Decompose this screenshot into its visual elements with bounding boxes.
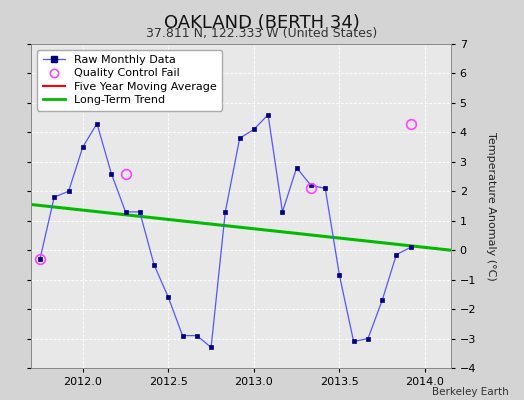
Text: Berkeley Earth: Berkeley Earth: [432, 387, 508, 397]
Y-axis label: Temperature Anomaly (°C): Temperature Anomaly (°C): [486, 132, 496, 280]
Text: OAKLAND (BERTH 34): OAKLAND (BERTH 34): [164, 14, 360, 32]
Text: 37.811 N, 122.333 W (United States): 37.811 N, 122.333 W (United States): [146, 27, 378, 40]
Legend: Raw Monthly Data, Quality Control Fail, Five Year Moving Average, Long-Term Tren: Raw Monthly Data, Quality Control Fail, …: [37, 50, 222, 111]
